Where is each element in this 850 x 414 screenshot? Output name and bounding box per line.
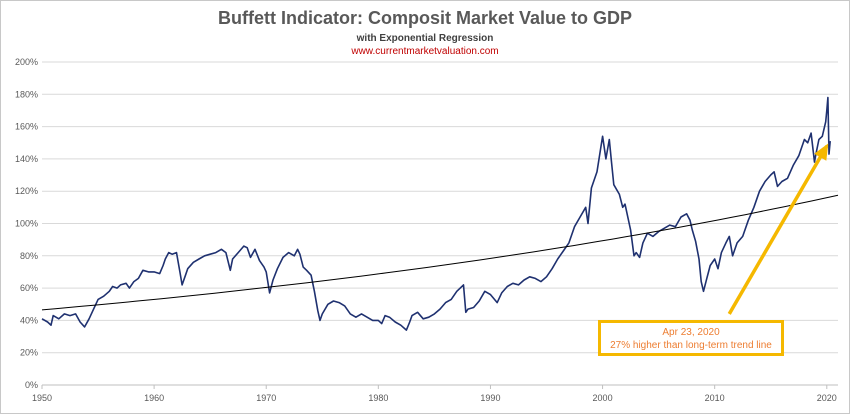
x-tick-label: 2000: [593, 393, 613, 403]
x-tick-label: 2020: [817, 393, 837, 403]
source-url: www.currentmarketvaluation.com: [351, 46, 499, 57]
annotation-arrow: [727, 143, 829, 315]
x-tick-label: 1950: [32, 393, 52, 403]
x-tick-label: 1960: [144, 393, 164, 403]
annotation-callout: Apr 23, 2020 27% higher than long-term t…: [598, 320, 784, 356]
annotation-date: Apr 23, 2020: [662, 327, 720, 338]
y-tick-label: 180%: [15, 89, 38, 99]
x-tick-label: 2010: [705, 393, 725, 403]
x-tick-label: 1990: [480, 393, 500, 403]
x-tick-label: 1980: [368, 393, 388, 403]
series-line-exponential_regression: [41, 194, 839, 311]
series-line-market_value_to_gdp: [41, 96, 831, 331]
y-tick-label: 80%: [20, 251, 38, 261]
x-tick-label: 1970: [256, 393, 276, 403]
y-tick-label: 200%: [15, 57, 38, 67]
arrow-head: [814, 143, 829, 161]
y-tick-label: 0%: [25, 380, 38, 390]
y-tick-label: 160%: [15, 122, 38, 132]
y-tick-label: 140%: [15, 154, 38, 164]
annotation-text: 27% higher than long-term trend line: [610, 340, 772, 351]
arrow-shaft: [727, 145, 829, 315]
y-tick-label: 100%: [15, 219, 38, 229]
y-tick-label: 120%: [15, 186, 38, 196]
chart-title: Buffett Indicator: Composit Market Value…: [217, 8, 633, 28]
y-tick-label: 60%: [20, 283, 38, 293]
x-axis-ticks: 1950 1960 1970 1980 1990 2000 2010 2020: [32, 385, 837, 403]
chart-subtitle: with Exponential Regression: [356, 33, 494, 44]
y-axis-ticks: 0% 20% 40% 60% 80% 100% 120% 140% 160% 180% 200%: [15, 57, 38, 390]
y-tick-label: 20%: [20, 348, 38, 358]
series-group: [41, 96, 839, 331]
y-tick-label: 40%: [20, 315, 38, 325]
